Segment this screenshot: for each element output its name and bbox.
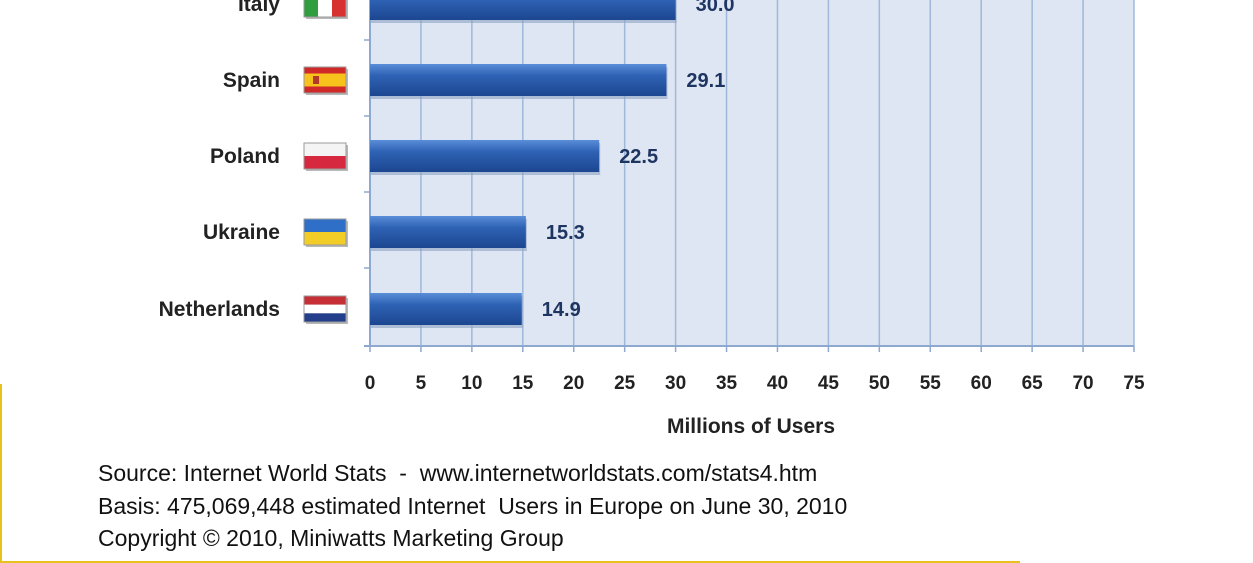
x-tick-label: 45 [818,373,840,394]
data-label: 29.1 [686,70,725,92]
bar [370,0,676,20]
x-tick-labels: 0 5 10 15 20 25 30 35 40 45 50 55 60 65 70 75 [365,373,1145,394]
ukraine-flag-icon [303,218,348,247]
x-tick-label: 20 [563,373,584,394]
bar [370,293,522,325]
data-label: 15.3 [546,222,585,244]
x-tick-label: 30 [665,373,686,394]
category-label: Ukraine [203,221,280,244]
x-tick-label: 70 [1072,373,1093,394]
italy-flag-icon [303,0,348,19]
gridlines [420,0,1135,346]
x-tick-label: 60 [971,373,992,394]
category-label: Italy [238,0,280,16]
x-axis-title: Millions of Users [667,415,835,438]
frame-border-bottom [0,561,1020,563]
bar [370,140,600,172]
x-tick-label: 40 [767,373,788,394]
x-tick-label: 5 [416,373,427,394]
bar [370,64,667,96]
x-tick-label: 15 [512,373,534,394]
data-label: 14.9 [542,299,581,321]
category-label: Poland [210,145,280,168]
axes [364,0,1135,352]
data-label: 30.0 [696,0,735,16]
bar [370,216,526,248]
category-label: Spain [223,69,280,92]
x-tick-label: 65 [1022,373,1044,394]
x-tick-label: 10 [461,373,482,394]
category-label: Netherlands [159,298,280,321]
x-tick-label: 0 [365,373,376,394]
source-line: Source: Internet World Stats - www.inter… [98,460,818,486]
copyright-line: Copyright © 2010, Miniwatts Marketing Gr… [98,525,564,551]
x-tick-label: 50 [869,373,890,394]
bars: 30.0 Italy 29.1 Spain 22.5 Poland 15.3 Ukraine 1… [159,0,735,328]
x-tick-label: 55 [920,373,942,394]
poland-flag-icon [303,142,348,171]
netherlands-flag-icon [303,295,348,324]
bar-chart: 30.0 Italy 29.1 Spain 22.5 Poland 15.3 Ukraine 1… [159,0,1145,438]
data-label: 22.5 [619,146,658,168]
source-note: Source: Internet World Stats - www.inter… [98,457,847,555]
x-tick-label: 35 [716,373,738,394]
basis-line: Basis: 475,069,448 estimated Internet Us… [98,492,848,519]
frame-border-left [0,384,2,563]
x-tick-label: 25 [614,373,636,394]
spain-flag-icon [303,66,348,95]
x-tick-label: 75 [1123,373,1145,394]
